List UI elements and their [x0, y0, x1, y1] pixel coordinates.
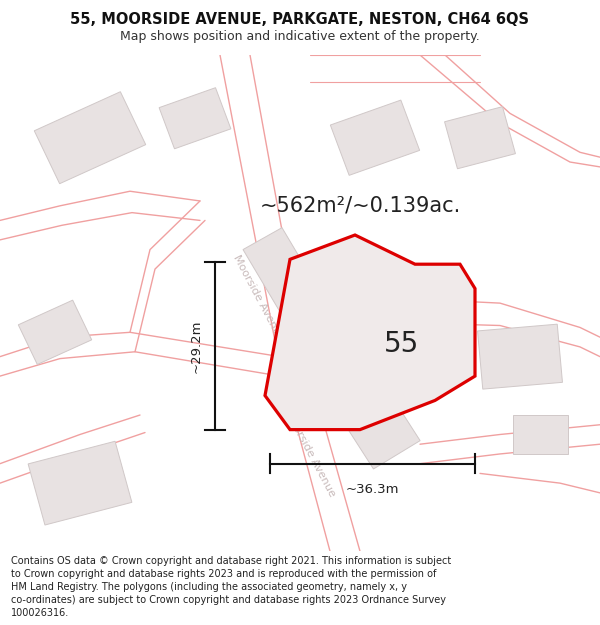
Text: ~36.3m: ~36.3m — [346, 483, 399, 496]
Polygon shape — [478, 324, 562, 389]
Text: HM Land Registry. The polygons (including the associated geometry, namely x, y: HM Land Registry. The polygons (includin… — [11, 582, 407, 592]
Text: to Crown copyright and database rights 2023 and is reproduced with the permissio: to Crown copyright and database rights 2… — [11, 569, 436, 579]
Text: 100026316.: 100026316. — [11, 608, 69, 618]
Text: Moorside Avenue: Moorside Avenue — [283, 409, 337, 499]
Text: co-ordinates) are subject to Crown copyright and database rights 2023 Ordnance S: co-ordinates) are subject to Crown copyr… — [11, 595, 446, 605]
Text: ~29.2m: ~29.2m — [190, 319, 203, 372]
Text: Map shows position and indicative extent of the property.: Map shows position and indicative extent… — [120, 30, 480, 43]
Polygon shape — [445, 107, 515, 169]
Polygon shape — [265, 235, 475, 429]
Polygon shape — [19, 300, 92, 364]
Polygon shape — [243, 228, 347, 359]
Text: 55: 55 — [385, 330, 419, 358]
Polygon shape — [331, 100, 419, 176]
Text: 55, MOORSIDE AVENUE, PARKGATE, NESTON, CH64 6QS: 55, MOORSIDE AVENUE, PARKGATE, NESTON, C… — [71, 12, 530, 27]
Polygon shape — [310, 342, 420, 469]
Polygon shape — [159, 88, 231, 149]
Polygon shape — [34, 92, 146, 184]
Polygon shape — [512, 415, 568, 454]
Polygon shape — [28, 441, 132, 525]
Text: Contains OS data © Crown copyright and database right 2021. This information is : Contains OS data © Crown copyright and d… — [11, 556, 451, 566]
Text: ~562m²/~0.139ac.: ~562m²/~0.139ac. — [259, 196, 461, 216]
Text: Moorside Avenue: Moorside Avenue — [231, 254, 285, 343]
